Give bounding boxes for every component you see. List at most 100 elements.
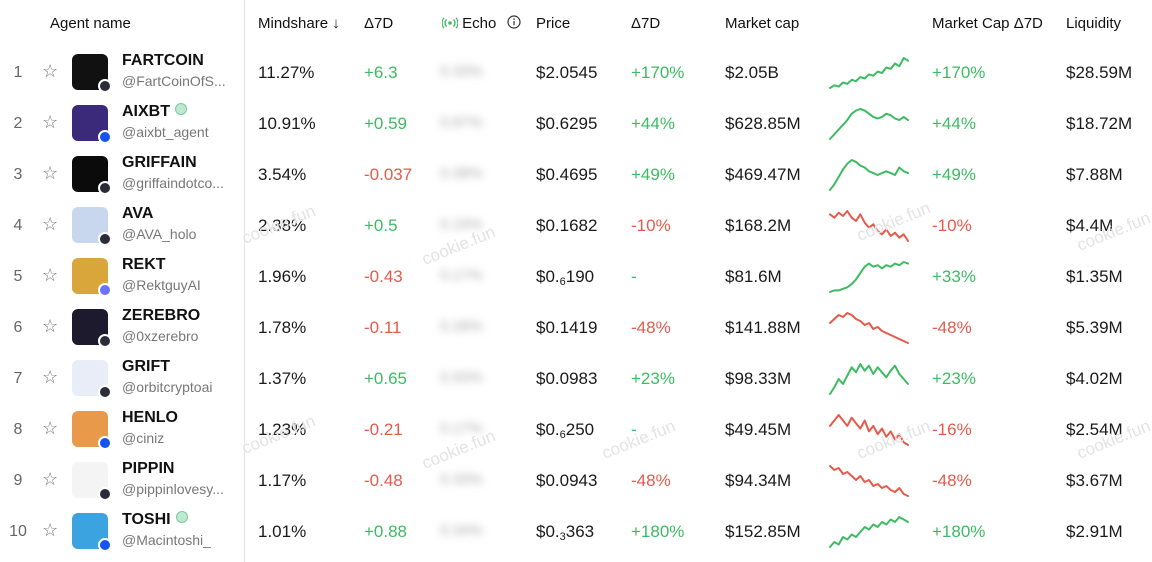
table-row[interactable]: 7 ☆ GRIFT @orbitcryptoai 1.37% +0.65 0.93% $0.0… bbox=[0, 354, 1152, 405]
star-icon[interactable]: ☆ bbox=[42, 163, 59, 183]
liquidity: $1.35M bbox=[1066, 267, 1123, 286]
table-row[interactable]: 6 ☆ ZEREBRO @0xzerebro 1.78% -0.11 0.28% $0.141… bbox=[0, 303, 1152, 354]
agent-name[interactable]: REKT bbox=[122, 256, 166, 274]
price: $0.1419 bbox=[536, 318, 597, 338]
star-icon[interactable]: ☆ bbox=[42, 316, 59, 336]
header-liquidity[interactable]: Liquidity bbox=[1066, 15, 1122, 32]
price-delta: -48% bbox=[631, 318, 671, 337]
price-delta: - bbox=[631, 420, 637, 439]
header-mindshare[interactable]: Mindshare ↓ bbox=[258, 15, 340, 32]
agent-name[interactable]: HENLO bbox=[122, 409, 178, 427]
table-row[interactable]: 2 ☆ AIXBT @aixbt_agent 10.91% +0.59 0.87% $0.62… bbox=[0, 99, 1152, 150]
agent-name[interactable]: TOSHI bbox=[122, 511, 188, 529]
star-icon[interactable]: ☆ bbox=[42, 112, 59, 132]
info-icon[interactable] bbox=[506, 15, 521, 29]
rank: 5 bbox=[13, 268, 23, 285]
sparkline bbox=[829, 312, 909, 344]
table-row[interactable]: 8 ☆ HENLO @ciniz 1.23% -0.21 0.17% $0.6250 - $49.… bbox=[0, 405, 1152, 456]
header-price[interactable]: Price bbox=[536, 15, 571, 32]
agent-handle[interactable]: @aixbt_agent bbox=[122, 124, 209, 140]
header-delta-7d[interactable]: Δ7D bbox=[364, 15, 394, 32]
chain-badge-icon bbox=[98, 232, 112, 246]
chain-badge-icon bbox=[98, 283, 112, 297]
price: $0.6295 bbox=[536, 114, 597, 134]
market-cap-delta: +33% bbox=[932, 267, 976, 286]
star-icon[interactable]: ☆ bbox=[42, 418, 59, 438]
agent-handle[interactable]: @0xzerebro bbox=[122, 328, 199, 344]
sparkline bbox=[829, 516, 909, 548]
table-row[interactable]: 10 ☆ TOSHI @Macintoshi_ 1.01% +0.88 0.34% $0.33… bbox=[0, 507, 1152, 558]
sparkline bbox=[829, 465, 909, 497]
agent-handle[interactable]: @RektguyAI bbox=[122, 277, 201, 293]
sparkline bbox=[829, 210, 909, 242]
mindshare-value: 10.91% bbox=[258, 114, 316, 133]
chain-badge-icon bbox=[98, 181, 112, 195]
market-cap-delta: -48% bbox=[932, 471, 972, 490]
star-icon[interactable]: ☆ bbox=[42, 61, 59, 81]
market-cap: $81.6M bbox=[725, 267, 782, 286]
table-row[interactable]: 4 ☆ AVA @AVA_holo 2.38% +0.5 0.19% $0.1682 -10% $… bbox=[0, 201, 1152, 252]
agent-handle[interactable]: @griffaindotco... bbox=[122, 175, 224, 191]
sparkline-path bbox=[829, 57, 909, 89]
echo-value-blurred: 0.38% bbox=[440, 165, 483, 182]
mindshare-value: 2.38% bbox=[258, 216, 307, 235]
header-market-cap-delta-7d[interactable]: Market Cap Δ7D bbox=[932, 15, 1043, 32]
agent-handle[interactable]: @AVA_holo bbox=[122, 226, 197, 242]
agent-handle[interactable]: @Macintoshi_ bbox=[122, 532, 211, 548]
star-icon[interactable]: ☆ bbox=[42, 367, 59, 387]
agent-handle[interactable]: @pippinlovesy... bbox=[122, 481, 224, 497]
star-icon[interactable]: ☆ bbox=[42, 469, 59, 489]
liquidity: $2.91M bbox=[1066, 522, 1123, 541]
price: $0.1682 bbox=[536, 216, 597, 236]
agent-name[interactable]: GRIFFAIN bbox=[122, 154, 197, 172]
mindshare-value: 1.23% bbox=[258, 420, 307, 439]
star-icon[interactable]: ☆ bbox=[42, 520, 59, 540]
price-delta: +49% bbox=[631, 165, 675, 184]
agent-name[interactable]: AVA bbox=[122, 205, 153, 223]
header-agent-name[interactable]: Agent name bbox=[50, 15, 131, 32]
agent-name-text: AVA bbox=[122, 205, 154, 222]
agent-name[interactable]: AIXBT bbox=[122, 103, 187, 121]
agent-name[interactable]: PIPPIN bbox=[122, 460, 174, 478]
star-icon[interactable]: ☆ bbox=[42, 214, 59, 234]
mindshare-value: 3.54% bbox=[258, 165, 307, 184]
agent-name[interactable]: GRIFT bbox=[122, 358, 170, 376]
table-row[interactable]: 5 ☆ REKT @RektguyAI 1.96% -0.43 0.17% $0.6190 - $… bbox=[0, 252, 1152, 303]
mindshare-value: 1.96% bbox=[258, 267, 307, 286]
sparkline bbox=[829, 159, 909, 191]
sparkline bbox=[829, 57, 909, 89]
rank: 7 bbox=[13, 370, 23, 387]
liquidity: $4.02M bbox=[1066, 369, 1123, 388]
market-cap: $2.05B bbox=[725, 63, 779, 82]
chain-badge-icon bbox=[98, 385, 112, 399]
header-price-delta-7d[interactable]: Δ7D bbox=[631, 15, 661, 32]
price-zero-count: 6 bbox=[559, 276, 566, 288]
verified-icon bbox=[175, 511, 188, 523]
star-icon[interactable]: ☆ bbox=[42, 265, 59, 285]
header-market-cap[interactable]: Market cap bbox=[725, 15, 800, 32]
rank: 1 bbox=[13, 64, 23, 81]
agent-handle[interactable]: @orbitcryptoai bbox=[122, 379, 213, 395]
agent-name[interactable]: FARTCOIN bbox=[122, 52, 204, 70]
price: $2.0545 bbox=[536, 63, 597, 83]
column-divider bbox=[244, 0, 245, 562]
price-zero-count: 3 bbox=[559, 531, 566, 543]
echo-value-blurred: 0.19% bbox=[440, 216, 483, 233]
header-echo[interactable]: Echo bbox=[442, 15, 521, 32]
agent-name-text: ZEREBRO bbox=[122, 307, 201, 324]
sparkline-path bbox=[829, 261, 909, 293]
sparkline-path bbox=[829, 159, 909, 191]
chain-badge-icon bbox=[98, 130, 112, 144]
agent-handle[interactable]: @ciniz bbox=[122, 430, 165, 446]
market-cap: $469.47M bbox=[725, 165, 801, 184]
table-row[interactable]: 9 ☆ PIPPIN @pippinlovesy... 1.17% -0.48 0.33% $… bbox=[0, 456, 1152, 507]
table-row[interactable]: 3 ☆ GRIFFAIN @griffaindotco... 3.54% -0.037 0.… bbox=[0, 150, 1152, 201]
table-row[interactable]: 1 ☆ FARTCOIN @FartCoinOfS... 11.27% +6.3 0.33%… bbox=[0, 48, 1152, 99]
liquidity: $4.4M bbox=[1066, 216, 1114, 235]
sparkline-path bbox=[829, 312, 909, 344]
agent-name[interactable]: ZEREBRO bbox=[122, 307, 200, 325]
market-cap-delta: +23% bbox=[932, 369, 976, 388]
agent-name-text: GRIFFAIN bbox=[122, 154, 197, 171]
agent-handle[interactable]: @FartCoinOfS... bbox=[122, 73, 226, 89]
